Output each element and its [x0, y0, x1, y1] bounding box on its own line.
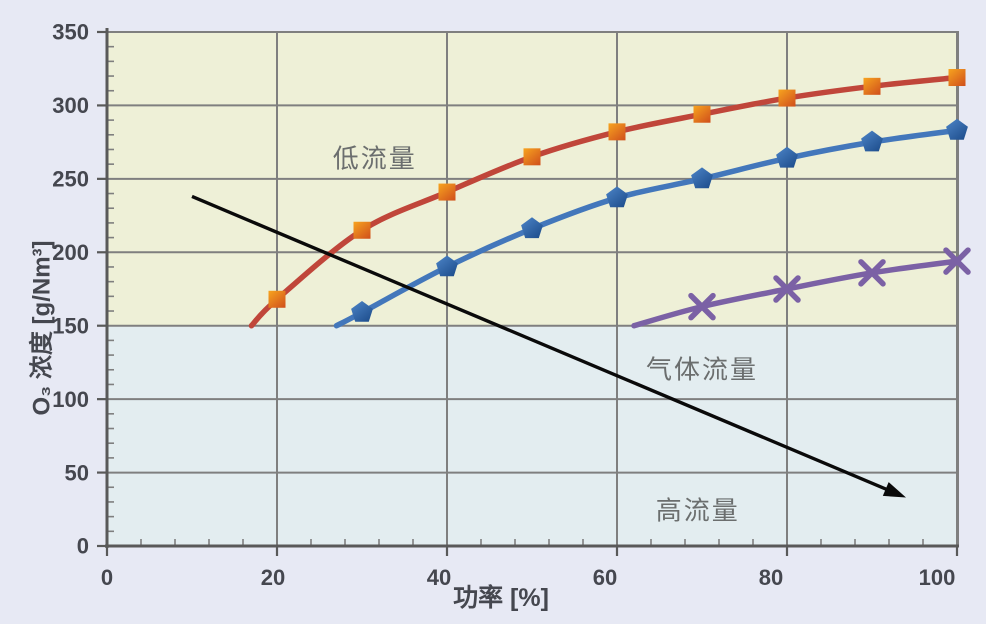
x-axis-title: 功率 [%]: [453, 584, 549, 612]
marker-x: [688, 292, 716, 321]
marker-square: [778, 89, 796, 107]
y-tick-label: 250: [52, 167, 89, 192]
series-red-squares: [248, 69, 966, 329]
marker-square: [353, 221, 371, 239]
y-tick-label: 350: [52, 20, 89, 45]
plot-backgrounds: [107, 31, 958, 546]
series-blue-pentagons: [333, 118, 968, 329]
marker-pentagon: [521, 217, 543, 239]
x-tick-label: 0: [101, 565, 113, 590]
marker-pentagon: [946, 118, 968, 140]
y-tick-label: 100: [52, 387, 89, 412]
marker-square: [523, 148, 541, 166]
marker-pentagon: [691, 167, 713, 189]
marker-x: [773, 275, 801, 303]
marker-square: [948, 69, 966, 87]
arrow-head: [882, 482, 906, 498]
marker-pentagon: [606, 186, 628, 208]
x-tick-label: 100: [919, 565, 956, 590]
marker-pentagon: [351, 301, 373, 322]
x-tick-label: 20: [261, 565, 285, 590]
lower-band: [107, 325, 958, 546]
y-tick-labels: 0 50 100 150 200 250 300 350: [52, 20, 89, 559]
x-tick-labels: 0 20 40 60 80 100: [101, 565, 955, 590]
marker-x: [858, 259, 886, 287]
marker-square: [608, 123, 626, 141]
marker-pentagon: [776, 146, 798, 168]
x-tick-label: 40: [427, 565, 451, 590]
series-line-red-squares: [248, 74, 960, 329]
y-tick-label: 200: [52, 240, 89, 265]
marker-x: [943, 247, 971, 275]
x-tick-label: 60: [593, 565, 617, 590]
annotation-low-flow: 低流量: [332, 144, 417, 174]
marker-square: [268, 290, 286, 308]
marker-pentagon: [861, 130, 883, 152]
y-axis-title: O₃ 浓度 [g/Nm³]: [28, 240, 56, 416]
y-tick-label: 300: [52, 93, 89, 118]
marker-pentagon: [436, 255, 458, 277]
y-tick-label: 50: [65, 460, 89, 485]
series-purple-crosses: [631, 247, 971, 329]
y-tick-label: 0: [77, 534, 89, 559]
y-tick-label: 150: [52, 313, 89, 338]
marker-square: [438, 183, 456, 201]
marker-square: [863, 77, 881, 95]
flow-direction-arrow: [191, 194, 906, 498]
marker-square: [693, 105, 711, 123]
x-tick-label: 80: [759, 565, 783, 590]
annotation-gas-flow: 气体流量: [645, 355, 759, 385]
annotation-high-flow: 高流量: [655, 496, 740, 526]
